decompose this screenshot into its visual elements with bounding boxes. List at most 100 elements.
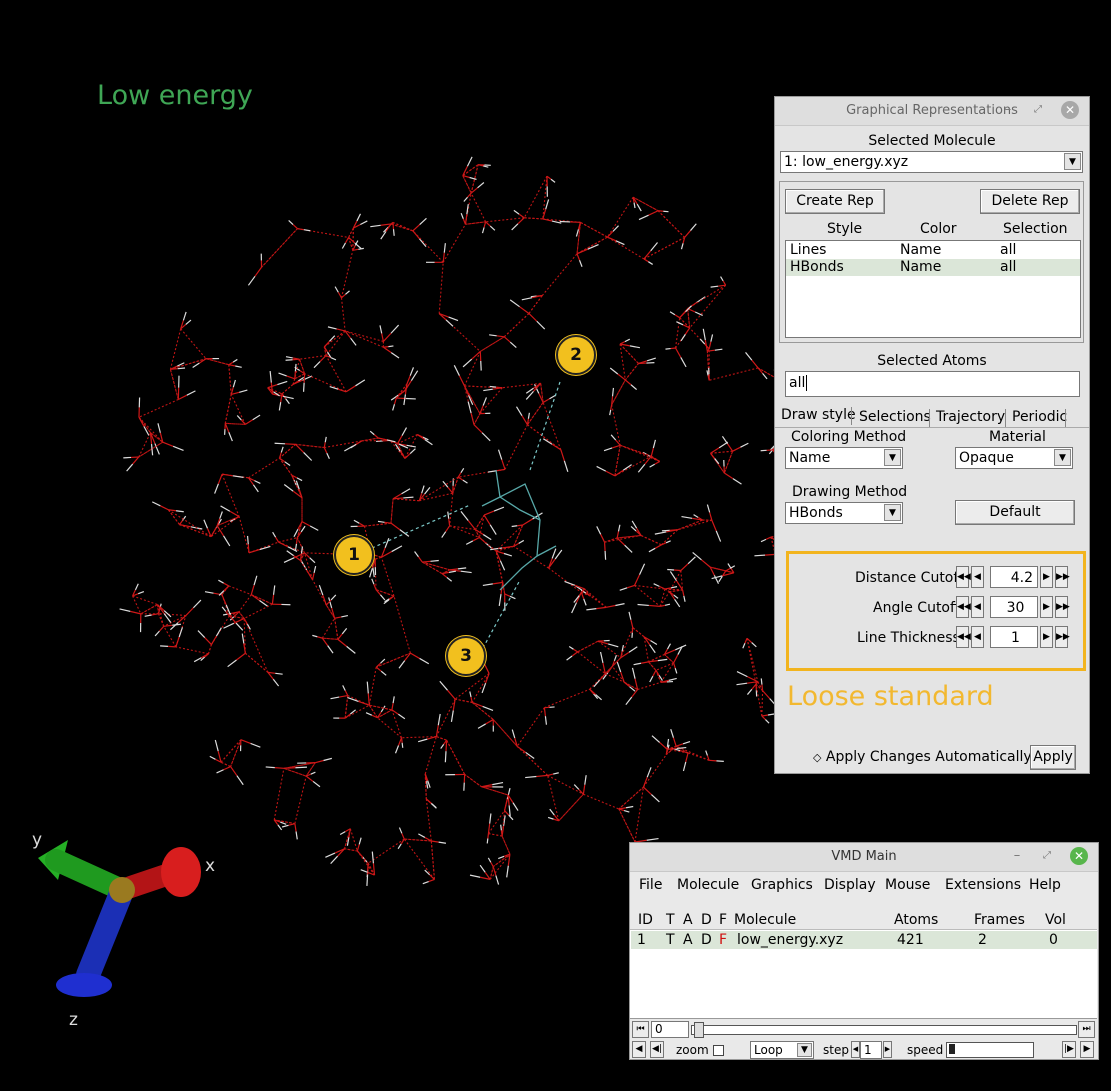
oh-bond: [240, 739, 251, 745]
increment-fast-icon[interactable]: ▶▶: [1055, 626, 1070, 648]
main-titlebar[interactable]: VMD Main – ⤢ ✕: [630, 843, 1098, 872]
row-f[interactable]: F: [719, 932, 728, 948]
frame-slider-handle[interactable]: [694, 1022, 704, 1038]
hbond-segment: [576, 222, 581, 254]
close-icon[interactable]: ✕: [1070, 847, 1088, 865]
oh-bond: [533, 382, 542, 392]
zoom-checkbox[interactable]: [713, 1045, 724, 1056]
tab-selections[interactable]: Selections: [859, 409, 931, 425]
chevron-down-icon[interactable]: ▼: [884, 449, 901, 466]
decrement-icon[interactable]: ◀: [971, 626, 984, 648]
oh-bond: [162, 441, 174, 447]
default-button[interactable]: Default: [955, 500, 1075, 525]
play-icon[interactable]: ▶: [1080, 1041, 1094, 1058]
reps-titlebar[interactable]: Graphical Representations – ⤢ ✕: [775, 97, 1089, 126]
step-back-icon[interactable]: ◀|: [650, 1041, 664, 1058]
oh-bond: [485, 673, 490, 684]
hbond-segment: [363, 526, 372, 555]
minimize-icon[interactable]: –: [1004, 102, 1012, 117]
h-atom-bond: [692, 551, 702, 561]
h-atom-bond: [513, 209, 520, 215]
menu-mouse[interactable]: Mouse: [885, 877, 931, 893]
frame-input[interactable]: 0: [651, 1021, 689, 1038]
line-thickness-input[interactable]: 1: [990, 626, 1038, 648]
tab-draw-style[interactable]: Draw style: [781, 407, 856, 423]
h-atom-bond: [288, 219, 294, 225]
maximize-icon[interactable]: ⤢: [1043, 850, 1051, 861]
step-decrement-icon[interactable]: ◀: [851, 1041, 860, 1058]
apply-button[interactable]: Apply: [1030, 745, 1076, 770]
radio-icon[interactable]: ◇: [813, 751, 822, 764]
h-atom-bond: [386, 439, 396, 443]
play-reverse-icon[interactable]: ◀: [632, 1041, 646, 1058]
distance-cutoff-input[interactable]: 4.2: [990, 566, 1038, 588]
coloring-method-select[interactable]: Name ▼: [785, 447, 903, 469]
drawing-method-select[interactable]: HBonds ▼: [785, 502, 903, 524]
speed-slider-handle[interactable]: [949, 1044, 955, 1054]
decrement-fast-icon[interactable]: ◀◀: [956, 596, 971, 618]
increment-icon[interactable]: ▶: [1040, 596, 1053, 618]
h-atom-bond: [682, 740, 691, 745]
material-select[interactable]: Opaque ▼: [955, 447, 1073, 469]
decrement-icon[interactable]: ◀: [971, 566, 984, 588]
step-increment-icon[interactable]: ▶: [883, 1041, 892, 1058]
decrement-fast-icon[interactable]: ◀◀: [956, 566, 971, 588]
delete-rep-button[interactable]: Delete Rep: [980, 189, 1080, 214]
chevron-down-icon[interactable]: ▼: [1054, 449, 1071, 466]
step-input[interactable]: 1: [860, 1041, 882, 1059]
decrement-icon[interactable]: ◀: [971, 596, 984, 618]
frame-slider[interactable]: [691, 1022, 1077, 1038]
tab-periodic[interactable]: Periodic: [1012, 409, 1068, 425]
menu-file[interactable]: File: [639, 877, 663, 893]
step-forward-icon[interactable]: |▶: [1062, 1041, 1076, 1058]
oh-bond: [273, 819, 279, 826]
oh-bond: [230, 387, 234, 395]
tab-trajectory[interactable]: Trajectory: [936, 409, 1006, 425]
h-atom-bond: [309, 557, 316, 564]
decrement-fast-icon[interactable]: ◀◀: [956, 626, 971, 648]
oh-bond: [652, 670, 657, 677]
speed-slider[interactable]: [946, 1042, 1034, 1058]
row-d[interactable]: D: [701, 932, 712, 948]
chevron-down-icon[interactable]: ▼: [797, 1043, 812, 1057]
rep-row-hbonds[interactable]: HBonds Name all: [786, 259, 1080, 276]
h-atom-bond: [498, 594, 502, 607]
menu-molecule[interactable]: Molecule: [677, 877, 740, 893]
menu-extensions[interactable]: Extensions: [945, 877, 1022, 893]
reps-list[interactable]: Lines Name all HBonds Name all: [785, 240, 1081, 338]
increment-fast-icon[interactable]: ▶▶: [1055, 596, 1070, 618]
row-t[interactable]: T: [666, 932, 675, 948]
oh-bond: [345, 385, 356, 393]
h-atom-bond: [143, 426, 150, 436]
minimize-icon[interactable]: –: [1013, 848, 1021, 863]
menu-display[interactable]: Display: [824, 877, 876, 893]
hbond-segment: [361, 437, 379, 442]
angle-cutoff-input[interactable]: 30: [990, 596, 1038, 618]
create-rep-button[interactable]: Create Rep: [785, 189, 885, 214]
molecule-list[interactable]: 1 T A D F low_energy.xyz 421 2 0: [630, 929, 1097, 1019]
maximize-icon[interactable]: ⤢: [1034, 104, 1042, 115]
chevron-down-icon[interactable]: ▼: [1064, 153, 1081, 170]
h-atom-bond: [493, 506, 505, 512]
hbond-segment: [334, 618, 339, 640]
row-a[interactable]: A: [683, 932, 693, 948]
selected-atoms-input[interactable]: all: [785, 371, 1080, 397]
menu-help[interactable]: Help: [1029, 877, 1061, 893]
increment-fast-icon[interactable]: ▶▶: [1055, 566, 1070, 588]
close-icon[interactable]: ✕: [1061, 101, 1079, 119]
increment-icon[interactable]: ▶: [1040, 626, 1053, 648]
oh-bond: [275, 536, 280, 543]
oh-bond: [375, 666, 382, 672]
loop-select[interactable]: Loop ▼: [750, 1041, 814, 1059]
menu-graphics[interactable]: Graphics: [751, 877, 813, 893]
increment-icon[interactable]: ▶: [1040, 566, 1053, 588]
skip-start-icon[interactable]: ⏮: [632, 1021, 649, 1038]
apply-auto-toggle[interactable]: ◇ Apply Changes Automatically: [813, 749, 1032, 765]
selected-molecule-select[interactable]: 1: low_energy.xyz ▼: [780, 151, 1083, 173]
molecule-row[interactable]: 1 T A D F low_energy.xyz 421 2 0: [631, 931, 1097, 949]
h-atom-bond: [536, 320, 546, 330]
skip-end-icon[interactable]: ⏭: [1078, 1021, 1095, 1038]
rep-row-lines[interactable]: Lines Name all: [786, 242, 1080, 259]
hbond-segment: [138, 398, 179, 418]
chevron-down-icon[interactable]: ▼: [884, 504, 901, 521]
